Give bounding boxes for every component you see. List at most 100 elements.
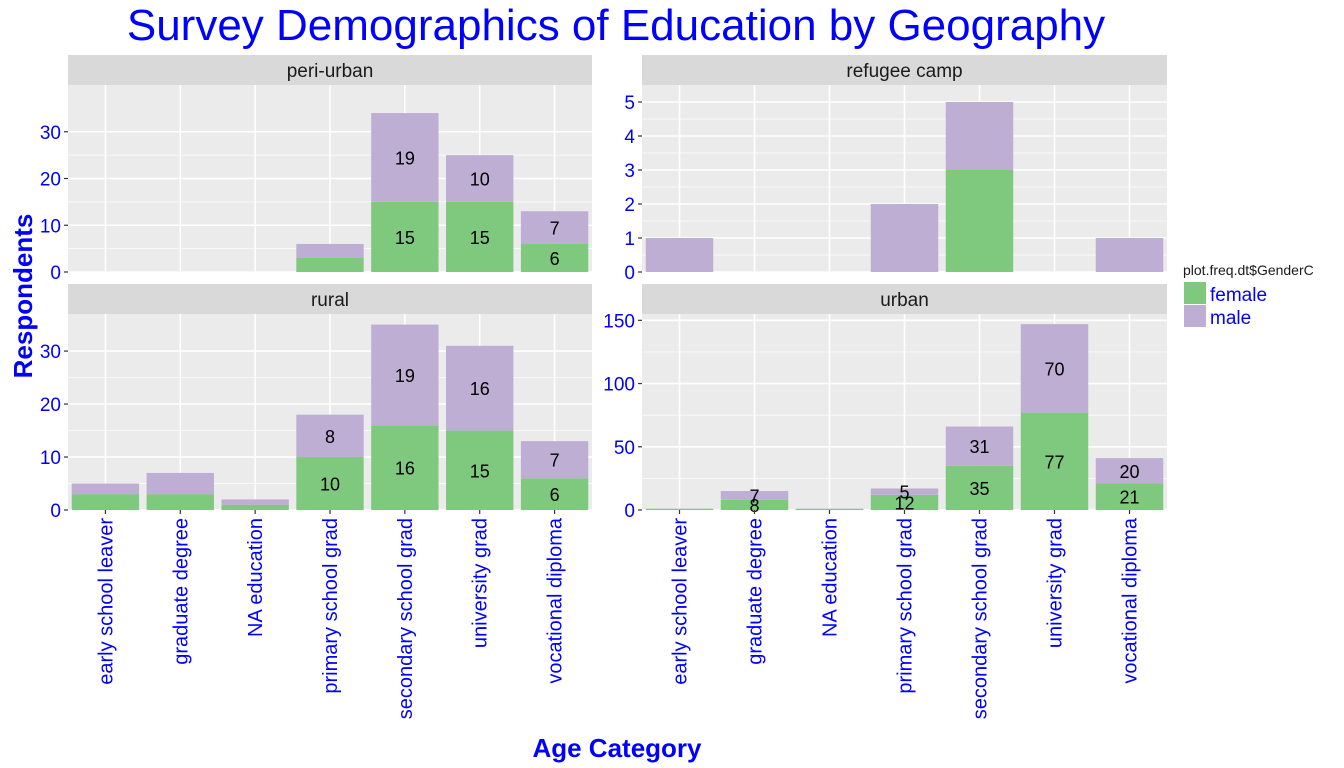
y-axis-title: Respondents [8,214,38,379]
bar-male [446,155,514,202]
bar-male [296,414,364,458]
bar-male [870,204,939,272]
facet-strip-label: urban [880,290,929,311]
legend-title: plot.freq.dt$GenderC [1183,262,1314,278]
bar-male [371,324,439,426]
bar-label-male: 20 [1119,462,1139,482]
facet-strip [642,284,1167,314]
bar-male [1020,324,1089,413]
bar-male [870,488,939,495]
legend-label-female: female [1210,285,1267,306]
bar-male [720,491,789,500]
bar-female [520,243,589,272]
bar-female [371,425,439,510]
y-tick-label: 10 [40,448,61,469]
x-tick-label: NA education [245,518,267,637]
legend: plot.freq.dt$GenderC female male [1183,262,1314,329]
y-tick-label: 3 [624,161,635,182]
bar-female [720,499,789,510]
y-tick-label: 2 [624,195,635,216]
x-tick-label: NA education [820,518,842,637]
x-tick-label: graduate degree [745,518,767,665]
bar-female [870,494,939,510]
y-tick-label: 4 [624,127,635,148]
y-tick-label: 100 [603,375,635,396]
y-tick-label: 20 [40,395,61,416]
x-tick-label: secondary school grad [395,518,417,719]
bar-label-male: 5 [899,483,909,503]
x-tick-label: vocational diploma [1120,517,1142,684]
panel-rural: rural 0 10 20 30 10 8 16 19 15 16 6 7 early school le… [40,284,592,719]
bar-female [945,170,1014,272]
x-tick-label: vocational diploma [545,517,567,684]
bar-label-male: 7 [550,219,560,239]
y-tick-label: 0 [50,501,61,522]
bar-label-female: 21 [1119,488,1139,508]
bar-label-male: 19 [395,366,415,386]
legend-swatch-male [1184,305,1206,327]
bar-female [221,504,289,510]
y-tick-label: 50 [614,438,635,459]
bar-label-male: 19 [395,148,415,168]
legend-label-male: male [1210,308,1251,329]
bar-label-female: 8 [749,496,759,516]
facet-strip-label: peri-urban [287,61,374,82]
bar-label-male: 31 [969,437,989,457]
bar-female [371,201,439,272]
bar-male [945,426,1014,466]
bar-label-male: 7 [550,451,560,471]
x-tick-label: primary school grad [895,518,917,694]
bar-female [945,465,1014,510]
bar-label-female: 16 [395,459,415,479]
bar-female [446,430,514,510]
bar-male [1095,458,1164,484]
panel-urban: urban 0 50 100 150 87 125 35 31 77 70 21 20 early sch… [603,284,1167,719]
panel-refugee-camp: refugee camp 0 1 2 3 4 5 [624,55,1167,284]
bar-female [795,508,864,510]
legend-swatch-female [1184,282,1206,304]
bar-male [296,243,364,258]
y-tick-label: 0 [624,263,635,284]
y-tick-label: 150 [603,311,635,332]
y-tick-label: 5 [624,93,635,114]
bar-male [446,345,514,431]
bar-female [296,457,364,510]
bar-female [1095,483,1164,510]
y-tick-label: 0 [624,501,635,522]
bar-label-male: 70 [1044,359,1064,379]
bar-label-female: 77 [1044,452,1064,472]
bar-male [371,113,439,202]
bar-label-male: 10 [470,170,490,190]
bar-male [520,441,589,479]
y-tick-label: 30 [40,123,61,144]
bar-female [71,494,140,510]
facet-strip [68,284,592,314]
bar-male [1095,238,1164,272]
bar-label-female: 15 [395,228,415,248]
chart-title: Survey Demographics of Education by Geog… [127,1,1105,50]
x-tick-label: university grad [1045,518,1067,648]
facet-strip-label: refugee camp [846,61,962,82]
x-tick-label: primary school grad [320,518,342,694]
bar-label-female: 10 [320,475,340,495]
panel-peri-urban: peri-urban 0 10 20 30 15 19 15 10 6 7 [40,55,592,284]
bar-male [945,102,1014,170]
y-tick-label: 30 [40,342,61,363]
bar-female [446,201,514,272]
bar-male [146,472,214,495]
bar-label-female: 15 [470,461,490,481]
y-tick-label: 10 [40,216,61,237]
bar-male [221,499,289,505]
facet-strip [642,55,1167,85]
bar-male [520,211,589,244]
bar-label-female: 12 [894,493,914,513]
y-tick-label: 1 [624,229,635,250]
x-axis-title: Age Category [532,733,702,763]
x-tick-label: university grad [470,518,492,648]
bar-female [520,478,589,510]
bar-label-female: 6 [550,249,560,269]
facet-strip [68,55,592,85]
x-tick-label: early school leaver [670,518,692,685]
